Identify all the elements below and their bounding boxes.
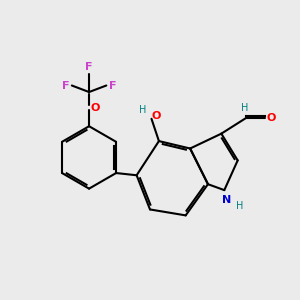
Text: O: O — [267, 113, 276, 123]
Text: F: F — [85, 62, 93, 72]
Text: F: F — [61, 80, 69, 91]
Text: H: H — [241, 103, 248, 113]
Text: O: O — [91, 103, 100, 113]
Text: H: H — [236, 201, 243, 211]
Text: H: H — [139, 105, 146, 115]
Text: O: O — [151, 111, 160, 121]
Text: N: N — [222, 195, 231, 205]
Text: F: F — [109, 80, 117, 91]
